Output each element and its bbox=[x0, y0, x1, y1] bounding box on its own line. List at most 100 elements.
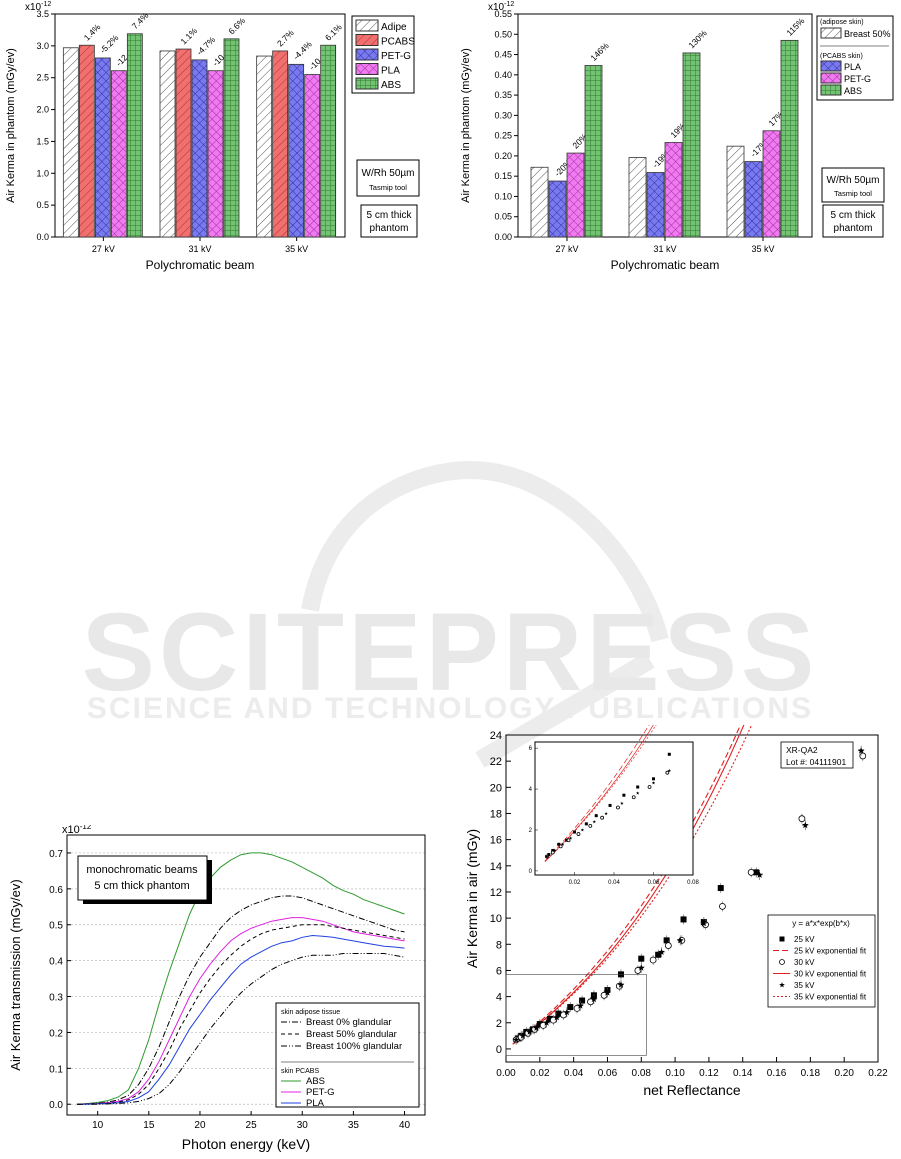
data-point bbox=[747, 868, 755, 876]
data-point bbox=[719, 902, 726, 910]
annotation-text: phantom bbox=[370, 223, 409, 234]
bar-chart-air-kerma-breast: 0.00 0.05 0.10 0.15 0.20 0.25 0.30 0.35 0.40 0.45… bbox=[460, 1, 894, 272]
y-axis-label: Air Kerma in air (mGy) bbox=[464, 829, 480, 968]
bar-data-label: -4.7% bbox=[194, 34, 217, 57]
x-tick-label: 27 kV bbox=[555, 244, 578, 254]
legend-label: ABS bbox=[306, 1076, 325, 1087]
bar bbox=[78, 44, 95, 238]
annotation-text: W/Rh 50µm bbox=[827, 175, 880, 186]
data-point bbox=[539, 1021, 547, 1029]
legend-swatch bbox=[820, 60, 842, 72]
annotation-text: Tasmip tool bbox=[369, 183, 407, 192]
series-line bbox=[77, 934, 405, 1105]
data-point bbox=[588, 823, 593, 828]
bar bbox=[256, 55, 273, 238]
bar bbox=[566, 152, 585, 238]
data-point bbox=[637, 964, 645, 971]
x-tick-label: 35 kV bbox=[751, 244, 774, 254]
legend-label: Breast 0% glandular bbox=[306, 1017, 392, 1028]
x-tick-label: 0.16 bbox=[767, 1068, 787, 1079]
legend-label: Breast 50% bbox=[844, 29, 891, 39]
data-point bbox=[600, 815, 605, 820]
data-point bbox=[859, 752, 867, 760]
data-point bbox=[658, 948, 665, 955]
data-point bbox=[779, 936, 785, 942]
data-point bbox=[533, 1024, 540, 1031]
fit-line bbox=[512, 725, 753, 1045]
x-tick-label: 40 bbox=[399, 1120, 411, 1131]
data-point bbox=[576, 832, 581, 836]
legend-box bbox=[275, 1002, 420, 1108]
legend-group-label: (adipose skin) bbox=[820, 19, 864, 26]
y-tick-label: 0.50 bbox=[494, 29, 512, 39]
annotation-box bbox=[77, 855, 208, 901]
y-tick-label: 0.6 bbox=[49, 885, 63, 896]
legend-label: PET-G bbox=[381, 51, 411, 62]
annotation-box bbox=[822, 204, 884, 238]
annotation-text: XR-QA2 bbox=[786, 745, 818, 755]
inset-y-tick-label: 0 bbox=[529, 869, 533, 875]
y-tick-label: 24 bbox=[490, 730, 502, 742]
x-tick-label: 30 bbox=[297, 1120, 309, 1131]
legend-label: 30 kV exponential fit bbox=[794, 970, 867, 979]
y-tick-label: 0.10 bbox=[494, 191, 512, 201]
x-axis-label: Polychromatic beam bbox=[611, 258, 720, 272]
watermark-main: SCITEPRESS bbox=[82, 591, 819, 714]
legend-label: ABS bbox=[844, 86, 862, 96]
data-point bbox=[700, 919, 708, 927]
bar-data-label: 6.1% bbox=[323, 22, 344, 43]
data-point bbox=[568, 836, 573, 840]
legend-label: 30 kV bbox=[794, 958, 815, 967]
inset-x-tick-label: 0.02 bbox=[569, 880, 581, 886]
data-point bbox=[638, 955, 645, 962]
bar bbox=[223, 38, 240, 238]
bar bbox=[304, 74, 321, 238]
y-tick-label: 0.45 bbox=[494, 50, 512, 60]
data-point bbox=[543, 1019, 550, 1026]
bar bbox=[530, 166, 549, 238]
x-tick-label: 0.12 bbox=[699, 1068, 719, 1079]
x-tick-label: 0.02 bbox=[530, 1068, 550, 1079]
bar bbox=[682, 52, 701, 238]
data-point bbox=[798, 815, 806, 823]
x-tick-label: 15 bbox=[143, 1120, 155, 1131]
data-point bbox=[634, 967, 642, 974]
y-tick-label: 10 bbox=[490, 913, 502, 925]
y-tick-label: 22 bbox=[490, 756, 502, 768]
data-point bbox=[665, 770, 670, 775]
data-point bbox=[651, 781, 656, 785]
data-point bbox=[553, 848, 557, 852]
inset-x-tick-label: 0.08 bbox=[687, 880, 699, 886]
data-point bbox=[547, 853, 551, 857]
y-tick-label: 1.5 bbox=[36, 136, 49, 146]
x-tick-label: 0.08 bbox=[632, 1068, 652, 1079]
data-point bbox=[577, 1002, 584, 1009]
data-point bbox=[604, 811, 608, 816]
bar bbox=[175, 48, 192, 238]
legend-swatch bbox=[355, 48, 379, 61]
bar-data-label: 1.4% bbox=[82, 22, 103, 43]
y-tick-label: 12 bbox=[490, 887, 502, 899]
legend-group-label: skin PCABS bbox=[281, 1068, 319, 1075]
data-point bbox=[565, 838, 569, 842]
plot-frame bbox=[66, 834, 426, 1116]
y-tick-label: 3.5 bbox=[36, 9, 49, 19]
data-point bbox=[647, 785, 652, 789]
data-point bbox=[663, 937, 670, 944]
y-tick-label: 0.5 bbox=[36, 200, 49, 210]
legend-label: 25 kV bbox=[794, 935, 815, 944]
y-tick-label: 0.35 bbox=[494, 90, 512, 100]
annotation-text: monochromatic beams bbox=[86, 864, 198, 876]
y-tick-label: 3.0 bbox=[36, 41, 49, 51]
bar bbox=[191, 59, 208, 238]
legend-label: PLA bbox=[844, 62, 861, 72]
legend-label: PET-G bbox=[844, 74, 871, 84]
data-point bbox=[566, 838, 571, 843]
y-tick-label: 0.3 bbox=[49, 993, 63, 1004]
legend-label: 25 kV exponential fit bbox=[794, 947, 867, 956]
y-tick-label: 0.5 bbox=[49, 921, 63, 932]
bar bbox=[110, 70, 127, 238]
x-tick-label: 31 kV bbox=[188, 244, 211, 254]
data-point bbox=[573, 830, 576, 834]
